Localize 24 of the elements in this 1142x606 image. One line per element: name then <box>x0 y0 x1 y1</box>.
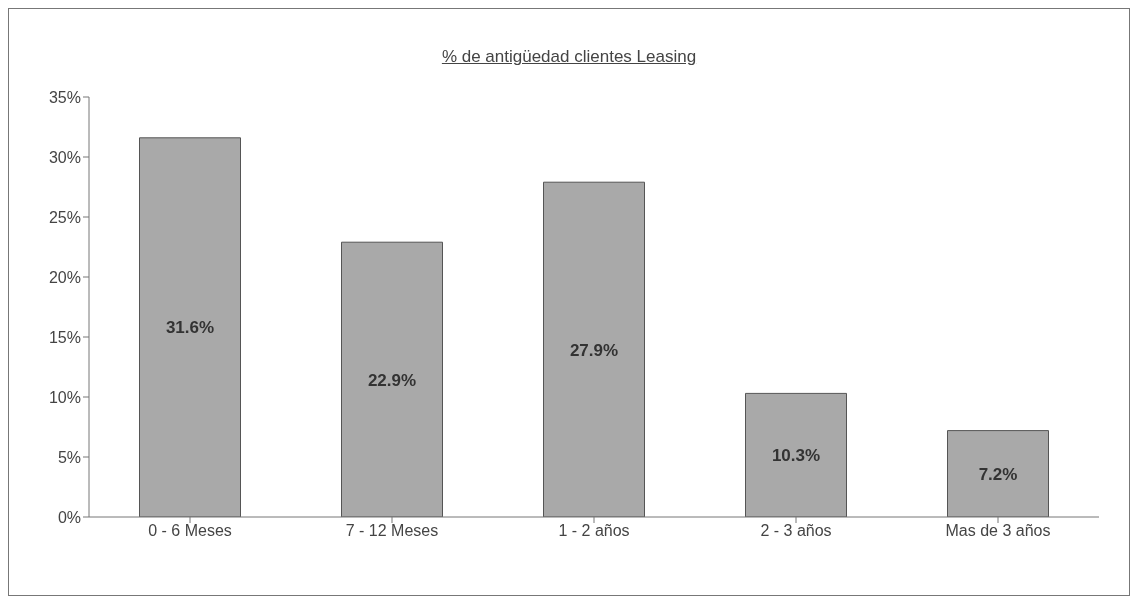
data-label: 27.9% <box>569 340 619 360</box>
y-tick-label: 25% <box>48 208 81 226</box>
y-tick-label: 35% <box>48 88 81 106</box>
x-tick-label: 2 - 3 años <box>760 522 832 540</box>
y-tick-label: 15% <box>48 328 81 346</box>
x-tick-label: 7 - 12 Meses <box>345 522 439 540</box>
bar <box>745 392 847 517</box>
y-tick-label: 5% <box>57 448 81 466</box>
bar <box>341 241 443 517</box>
bar <box>139 137 241 517</box>
data-label: 10.3% <box>771 446 821 466</box>
chart-title: % de antigüedad clientes Leasing <box>440 47 698 68</box>
bar <box>543 181 645 517</box>
y-tick-label: 0% <box>57 508 81 526</box>
bar <box>947 430 1049 517</box>
data-label: 22.9% <box>367 370 417 390</box>
y-tick-label: 30% <box>48 148 81 166</box>
data-label: 7.2% <box>978 464 1018 484</box>
y-tick-label: 20% <box>48 268 81 286</box>
x-tick-label: Mas de 3 años <box>945 522 1051 540</box>
data-label: 31.6% <box>165 318 215 338</box>
y-tick-label: 10% <box>48 388 81 406</box>
x-tick-label: 1 - 2 años <box>558 522 630 540</box>
x-tick-label: 0 - 6 Meses <box>148 522 232 540</box>
